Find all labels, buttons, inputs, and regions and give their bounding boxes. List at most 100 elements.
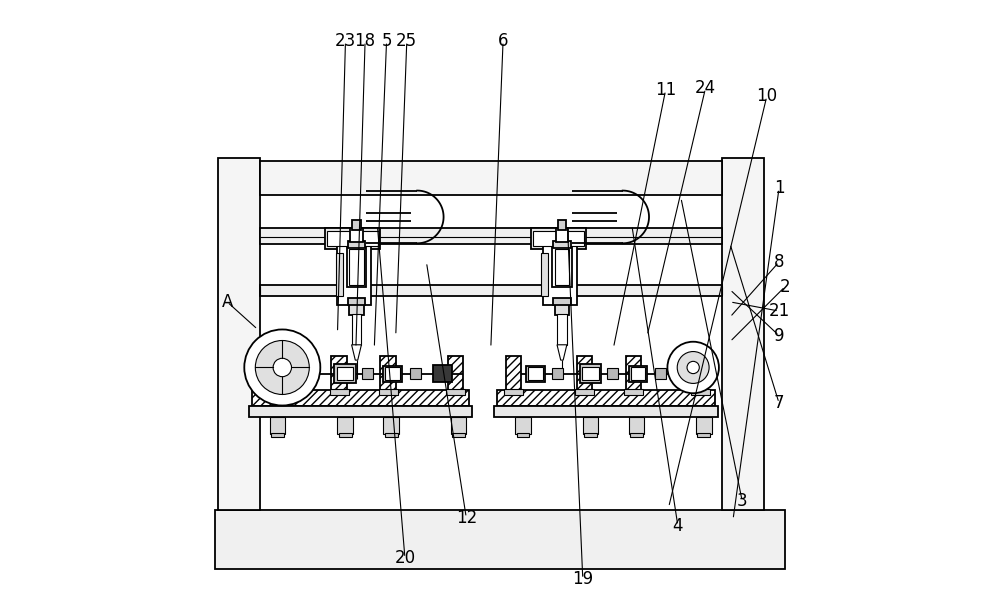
Text: 4: 4	[673, 517, 683, 535]
Bar	[631, 368, 645, 379]
Text: 5: 5	[381, 32, 392, 51]
Bar	[452, 433, 465, 437]
Bar	[528, 368, 543, 379]
Bar	[629, 366, 647, 381]
Text: 12: 12	[456, 509, 477, 527]
Text: 8: 8	[774, 253, 784, 271]
Bar	[607, 368, 618, 379]
Bar	[543, 245, 577, 305]
Bar	[722, 158, 764, 511]
Circle shape	[273, 359, 292, 376]
Circle shape	[667, 342, 719, 393]
Bar	[577, 357, 592, 390]
Bar	[526, 366, 545, 381]
Bar	[385, 368, 400, 379]
Bar	[553, 298, 571, 305]
Bar	[624, 389, 643, 395]
Bar	[678, 365, 697, 382]
Text: A: A	[221, 293, 233, 311]
Bar	[259, 389, 278, 395]
Bar	[215, 511, 785, 569]
Text: 1: 1	[774, 179, 784, 197]
Bar	[352, 221, 361, 230]
Bar	[557, 314, 567, 345]
Bar	[337, 417, 353, 434]
Bar	[249, 406, 472, 417]
Bar	[410, 368, 421, 379]
Bar	[347, 246, 366, 286]
Bar	[517, 433, 529, 437]
Bar	[515, 417, 531, 434]
Bar	[283, 368, 298, 379]
Bar	[383, 366, 402, 381]
Bar	[655, 368, 666, 379]
Bar	[552, 246, 572, 286]
Bar	[494, 406, 718, 417]
Bar	[506, 357, 521, 390]
Bar	[330, 389, 349, 395]
Bar	[348, 240, 365, 248]
Bar	[451, 417, 466, 434]
Text: 20: 20	[394, 549, 416, 567]
Bar	[362, 368, 373, 379]
Bar	[337, 245, 371, 305]
Bar	[252, 390, 469, 406]
Bar	[446, 389, 465, 395]
Bar	[385, 433, 398, 437]
Bar	[691, 389, 710, 395]
Polygon shape	[352, 345, 361, 360]
Bar	[336, 253, 343, 296]
Bar	[260, 229, 722, 243]
Circle shape	[255, 341, 309, 394]
Circle shape	[244, 330, 320, 405]
Bar	[556, 229, 568, 241]
Text: 18: 18	[355, 32, 376, 51]
Bar	[555, 249, 569, 285]
Text: 7: 7	[774, 394, 784, 412]
Bar	[504, 389, 523, 395]
Bar	[380, 357, 396, 390]
Text: 21: 21	[768, 302, 790, 320]
Bar	[331, 357, 347, 390]
Text: 10: 10	[756, 87, 777, 105]
Text: 9: 9	[774, 326, 784, 344]
Bar	[271, 433, 284, 437]
Bar	[696, 417, 712, 434]
Bar	[260, 285, 722, 296]
Bar	[307, 368, 318, 379]
Bar	[583, 417, 598, 434]
Text: 19: 19	[572, 570, 593, 588]
Text: 6: 6	[498, 32, 508, 51]
Bar	[260, 161, 722, 195]
Bar	[626, 357, 641, 390]
Bar	[580, 365, 601, 383]
Bar	[533, 231, 584, 246]
Text: 2: 2	[780, 278, 790, 296]
Bar	[629, 417, 644, 434]
Bar	[218, 158, 260, 511]
Circle shape	[687, 362, 699, 374]
Bar	[541, 253, 548, 296]
Bar	[327, 231, 379, 246]
Bar	[281, 366, 299, 381]
Bar	[584, 433, 597, 437]
Bar	[558, 221, 566, 230]
Bar	[349, 249, 364, 285]
Text: 24: 24	[695, 79, 716, 97]
Bar	[270, 417, 285, 434]
Bar	[555, 303, 569, 315]
Circle shape	[677, 352, 709, 383]
Bar	[348, 298, 365, 305]
Bar	[433, 365, 452, 382]
Bar	[261, 357, 276, 390]
Bar	[349, 303, 364, 315]
Bar	[339, 433, 352, 437]
Bar	[531, 229, 586, 248]
Text: 11: 11	[655, 81, 676, 99]
Bar	[582, 367, 599, 380]
Polygon shape	[557, 345, 567, 360]
Text: 23: 23	[335, 32, 356, 51]
Bar	[383, 417, 399, 434]
Bar	[337, 367, 353, 380]
Bar	[352, 314, 361, 345]
